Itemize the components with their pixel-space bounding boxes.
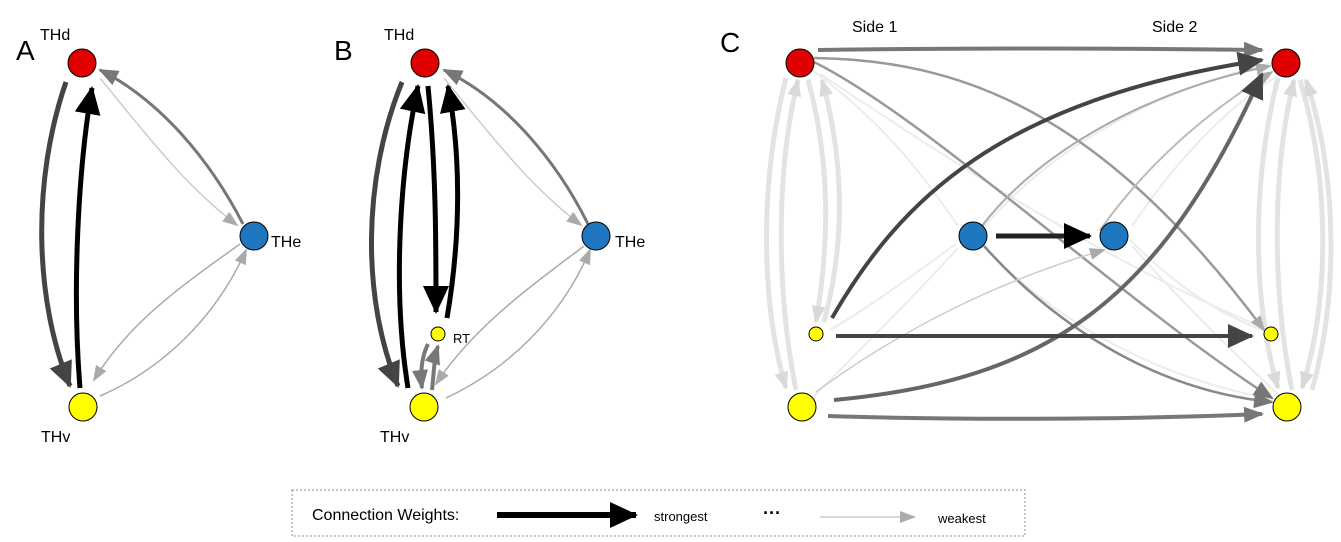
panel-c-faint-cross-edges	[811, 59, 1285, 401]
panel-b-edge-rt-thv	[412, 343, 430, 390]
panel-c-faint-edges	[764, 77, 1334, 391]
panel-b-rt-label: RT	[453, 331, 470, 346]
panel-a-edge-the-thv	[92, 243, 241, 382]
panel-c-edge-thd1-thd2	[817, 41, 1264, 58]
panel-b-edge-the-thv	[434, 245, 585, 386]
panel-a: A THd THe THv	[16, 27, 301, 446]
panel-a-node-thd	[67, 48, 97, 78]
panel-c-node-rt-side1	[808, 326, 824, 342]
legend: Connection Weights: strongest ··· weakes…	[291, 489, 1026, 537]
panel-c-edge-thd1-rt2	[813, 56, 1266, 332]
panel-b-edge-thd-the	[443, 77, 583, 227]
panel-c-edge-the1-thd2	[981, 62, 1272, 227]
panel-a-edge-thv-the	[99, 248, 247, 397]
panel-b-edge-the-thd	[442, 68, 590, 225]
panel-a-edge-the-thd	[98, 68, 245, 225]
panel-b-edge-thv-rt	[424, 344, 440, 391]
panel-c-edge-the1-thv2	[983, 245, 1274, 409]
panel-c-edge-thd1-thv2	[813, 60, 1274, 400]
panel-c-node-thv-side2	[1272, 392, 1302, 422]
panel-c-edge-rt1-thd2	[830, 51, 1264, 319]
panel-a-node-thv	[68, 392, 98, 422]
panel-b-edge-thd-thv	[369, 81, 405, 388]
panel-c-node-thv-side1	[787, 392, 817, 422]
panel-a-thv-label: THv	[41, 429, 70, 446]
panel-c: C Side 1 Side 2	[720, 19, 1334, 423]
panel-b-edge-thv-thd	[396, 84, 426, 389]
panel-c-node-rt-side2	[1263, 326, 1279, 342]
panel-b-edge-thd-rt	[422, 85, 449, 314]
panel-b-thv-label: THv	[380, 429, 409, 446]
panel-a-thd-label: THd	[40, 27, 70, 44]
panel-b-node-thd	[410, 48, 440, 78]
panel-a-edge-thd-thv	[39, 81, 73, 388]
legend-strongest-label: strongest	[654, 509, 708, 524]
panel-b-edge-rt-thd	[440, 84, 466, 319]
panel-b-node-the	[581, 221, 611, 251]
panel-c-side1-label: Side 1	[852, 19, 897, 36]
panel-a-letter: A	[16, 35, 35, 66]
panel-a-the-label: THe	[271, 234, 301, 251]
panel-b: B THd THe THv RT	[334, 27, 645, 446]
panel-b-letter: B	[334, 35, 353, 66]
panel-c-edge-thv1-the2	[815, 248, 1106, 393]
panel-a-node-the	[239, 221, 269, 251]
panel-c-node-the-side1	[958, 221, 988, 251]
legend-title: Connection Weights:	[312, 507, 459, 524]
legend-ellipsis: ···	[763, 503, 781, 523]
panel-c-letter: C	[720, 27, 740, 58]
panel-c-edge-thv1-thd2	[833, 72, 1264, 402]
panel-b-node-thv	[409, 392, 439, 422]
legend-weakest-label: weakest	[937, 511, 986, 526]
panel-c-edge-the2-thd2	[1099, 70, 1274, 231]
panel-c-node-the-side2	[1099, 221, 1129, 251]
panel-b-thd-label: THd	[384, 27, 414, 44]
panel-b-edge-thv-the	[445, 248, 591, 399]
panel-c-node-thd-side2	[1271, 48, 1301, 78]
panel-c-side2-label: Side 2	[1152, 19, 1197, 36]
panel-b-the-label: THe	[615, 234, 645, 251]
panel-c-edge-thv1-thv2	[827, 406, 1264, 423]
panel-a-edge-thd-the	[99, 77, 239, 227]
panel-a-edge-thv-thd	[73, 86, 101, 389]
panel-b-node-rt	[430, 326, 446, 342]
panel-c-node-thd-side1	[785, 48, 815, 78]
